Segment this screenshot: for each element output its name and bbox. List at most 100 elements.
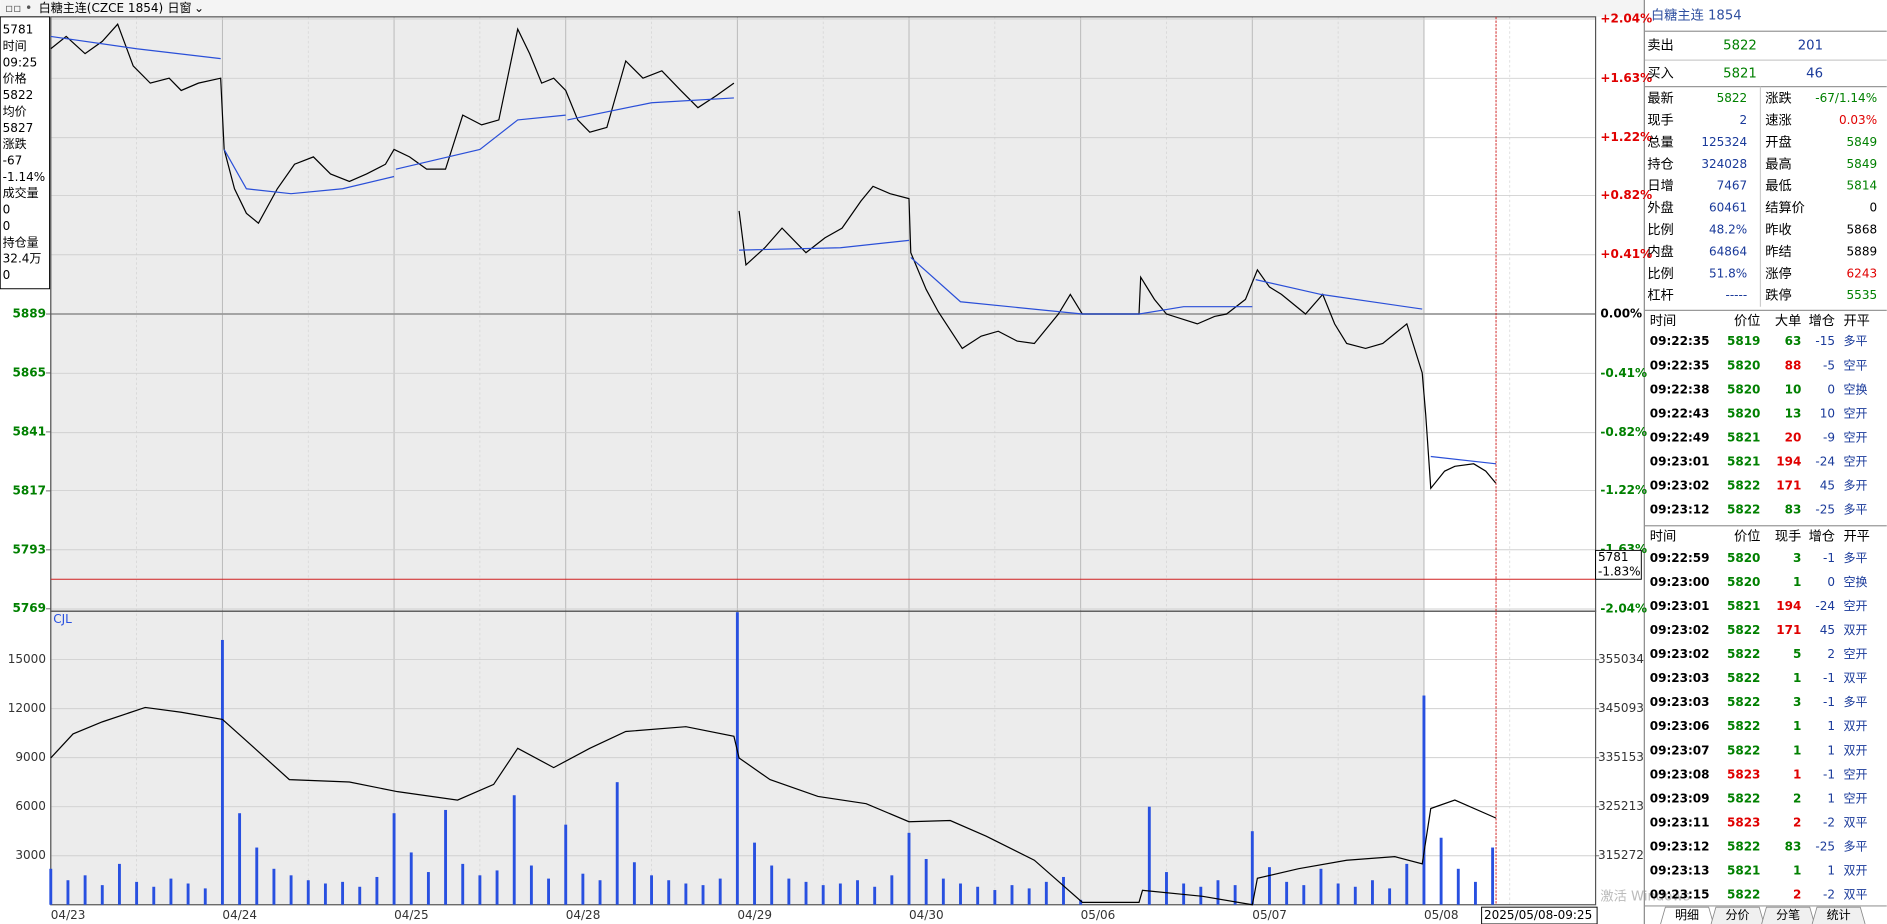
- quote-value: 48.2%: [1709, 223, 1747, 237]
- volume-bar: [169, 878, 173, 905]
- table-cell: 0: [1827, 382, 1835, 396]
- table-cell: -2: [1823, 888, 1835, 902]
- tab-shape[interactable]: [1710, 906, 1765, 924]
- volume-bar: [873, 886, 877, 905]
- table-cell: -24: [1815, 599, 1835, 613]
- quote-label: 最高: [1765, 155, 1791, 172]
- quote-value: 7467: [1717, 179, 1748, 193]
- volume-bar: [615, 782, 619, 905]
- tab-shape[interactable]: [1811, 906, 1866, 924]
- table-cell: 88: [1785, 358, 1802, 372]
- x-tick-label: 05/06: [1081, 908, 1116, 922]
- table-cell: 3: [1793, 695, 1801, 709]
- volume-bar: [1422, 695, 1426, 905]
- table-cell: -9: [1823, 430, 1835, 444]
- quote-value: 5822: [1717, 91, 1748, 105]
- quote-side-label: 卖出: [1647, 38, 1673, 54]
- table-cell: 1: [1793, 743, 1801, 757]
- table-cell: 双开: [1843, 743, 1867, 757]
- table-cell: 09:23:15: [1650, 888, 1710, 902]
- volume-bar: [684, 883, 688, 905]
- quote-value: 6243: [1847, 266, 1878, 280]
- tab[interactable]: 分笔: [1776, 907, 1800, 922]
- table-header: 开平: [1843, 314, 1869, 329]
- quote-label: 比例: [1647, 266, 1673, 282]
- table-cell: -5: [1823, 358, 1835, 372]
- volume-bar: [220, 639, 224, 905]
- volume-bar: [426, 872, 430, 905]
- tab-shape[interactable]: [1761, 906, 1815, 924]
- table-cell: 09:22:35: [1650, 334, 1710, 348]
- quote-label: 现手: [1647, 113, 1673, 129]
- volume-bar: [1027, 888, 1031, 905]
- table-cell: -24: [1815, 455, 1835, 469]
- volume-bar: [735, 612, 739, 905]
- tab-shape[interactable]: [1660, 906, 1714, 924]
- quote-label: 外盘: [1647, 199, 1673, 216]
- info-text: 5781: [3, 23, 34, 37]
- quote-label: 杠杆: [1647, 288, 1673, 304]
- quote-side-volume: 201: [1798, 39, 1823, 54]
- table-header: 价位: [1734, 529, 1760, 545]
- table-cell: 1: [1793, 575, 1801, 589]
- table-cell: 5822: [1727, 671, 1760, 685]
- volume-bar: [787, 878, 791, 905]
- volume-bar: [770, 865, 774, 905]
- table-cell: 1: [1827, 864, 1835, 878]
- quote-value: 51.8%: [1709, 266, 1747, 280]
- period-selector[interactable]: 日窗: [167, 1, 191, 15]
- quote-label: 比例: [1647, 222, 1673, 238]
- table-cell: 5821: [1727, 599, 1760, 613]
- volume-bar: [66, 880, 70, 905]
- volume-bar: [1405, 863, 1409, 905]
- table-cell: 09:23:02: [1650, 647, 1710, 661]
- table-cell: 09:23:01: [1650, 599, 1710, 613]
- volume-bar: [152, 886, 156, 905]
- table-header: 时间: [1650, 529, 1676, 545]
- table-cell: 09:23:11: [1650, 815, 1710, 829]
- quote-value: 2: [1740, 113, 1748, 127]
- quote-side-price: 5822: [1723, 39, 1757, 54]
- table-cell: 45: [1820, 479, 1835, 493]
- symbol-label[interactable]: 白糖主连(CZCE 1854): [39, 0, 163, 15]
- volume-bar: [1216, 880, 1220, 905]
- volume-bar: [667, 880, 671, 905]
- table-cell: 09:23:07: [1650, 743, 1710, 757]
- volume-bar: [1353, 886, 1357, 905]
- table-cell: 09:23:06: [1650, 719, 1710, 733]
- y2-tick-label: +1.22%: [1600, 130, 1652, 144]
- tab[interactable]: 统计: [1827, 908, 1851, 922]
- volume-bar: [890, 875, 894, 905]
- quote-value: 0.03%: [1839, 113, 1877, 127]
- table-header: 开平: [1843, 530, 1869, 545]
- table-cell: 5822: [1727, 888, 1760, 902]
- table-header: 增仓: [1809, 313, 1835, 329]
- table-cell: 09:23:00: [1650, 575, 1710, 589]
- table-cell: 5819: [1727, 334, 1760, 348]
- tab[interactable]: 分价: [1726, 908, 1750, 922]
- quote-label: 跌停: [1765, 287, 1791, 304]
- tab[interactable]: 明细: [1675, 908, 1699, 922]
- y2-tick-label: +2.04%: [1600, 12, 1652, 26]
- volume-bar: [512, 795, 516, 905]
- info-text: 时间: [3, 39, 27, 53]
- table-cell: 09:23:01: [1650, 455, 1710, 469]
- dropdown-arrow[interactable]: ⌄: [194, 1, 204, 15]
- table-cell: 空开: [1843, 767, 1867, 781]
- table-cell: 双平: [1843, 888, 1867, 902]
- volume-bar: [272, 868, 276, 905]
- table-cell: 空换: [1843, 575, 1867, 589]
- table-cell: 5820: [1727, 406, 1760, 420]
- quote-label: 昨结: [1765, 244, 1791, 260]
- quote-title: 白糖主连 1854: [1651, 8, 1742, 24]
- table-cell: -1: [1823, 671, 1835, 685]
- table-cell: 09:23:02: [1650, 623, 1710, 637]
- volume-bar: [547, 878, 550, 905]
- table-cell: 5822: [1727, 503, 1760, 517]
- quote-value: 5868: [1847, 223, 1878, 237]
- table-cell: 09:23:13: [1650, 864, 1710, 878]
- table-cell: 09:23:08: [1650, 767, 1710, 781]
- volume-bar: [1062, 876, 1065, 905]
- quote-label: 涨停: [1765, 265, 1791, 282]
- table-cell: 63: [1785, 334, 1802, 348]
